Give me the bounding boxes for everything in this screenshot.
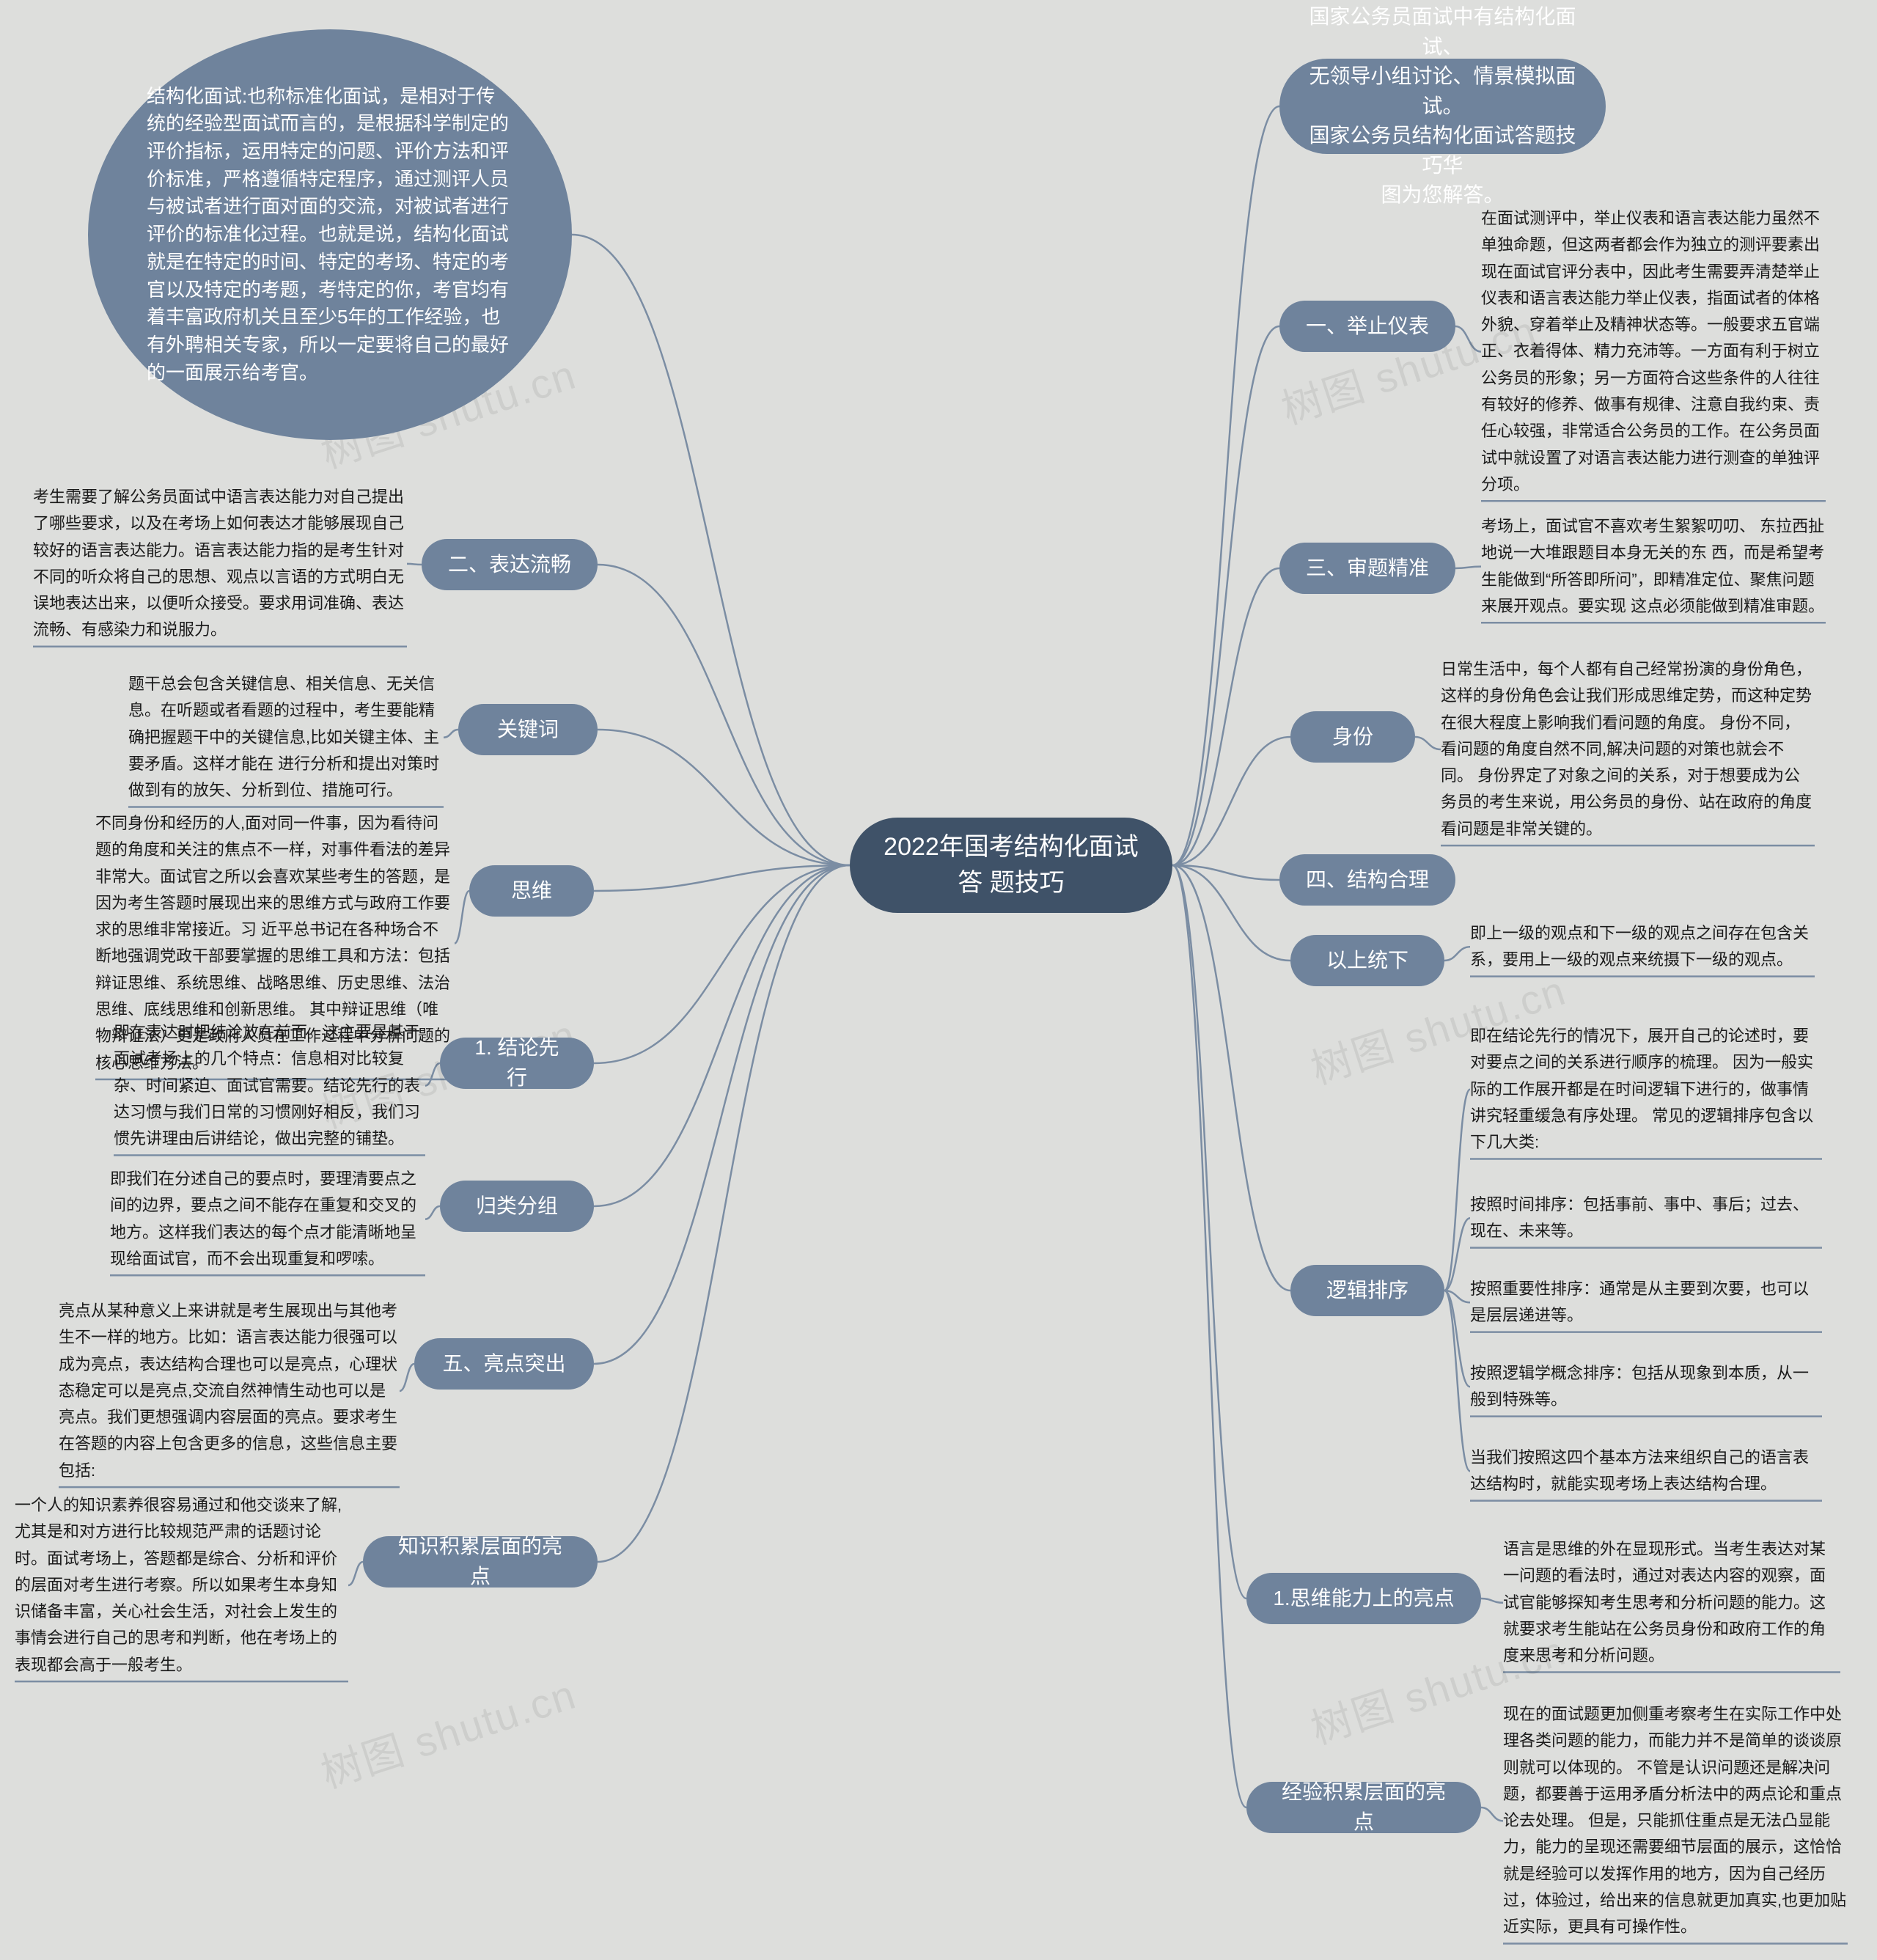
b-luoji-leaf-0: 即在结论先行的情况下，展开自己的论述时，要对要点之间的关系进行顺序的梳理。 因为… [1470,1023,1822,1156]
b-luoji-leaf-2: 按照重要性排序：通常是从主要到次要，也可以是层层递进等。 [1470,1276,1822,1329]
b-liucang: 二、表达流畅 [422,539,598,590]
b-siweinengli: 1.思维能力上的亮点 [1246,1573,1481,1624]
b-zhishi: 知识积累层面的亮点 [363,1536,598,1588]
b-siwei: 思维 [469,865,594,917]
b-guanjianci: 关键词 [458,704,598,755]
b-siweinengli-leaf: 语言是思维的外在显现形式。当考生表达对某一问题的看法时，通过对表达内容的观察，面… [1503,1536,1840,1669]
b-yishang-leaf: 即上一级的观点和下一级的观点之间存在包含关系，要用上一级的观点来统摄下一级的观点… [1470,920,1815,974]
b-luoji-leaf-1: 按照时间排序：包括事前、事中、事后；过去、现在、未来等。 [1470,1192,1822,1245]
b-jingyan: 经验积累层面的亮点 [1246,1782,1481,1833]
b-jielun: 1. 结论先行 [440,1038,594,1089]
b-yibiao-leaf: 在面试测评中，举止仪表和语言表达能力虽然不单独命题，但这两者都会作为独立的测评要… [1481,205,1826,498]
b-jielun-leaf: 即在表达时把结论放在前面。这主要是基于面试考场上的几个特点：信息相对比较复杂、时… [114,1019,425,1152]
b-luoji-leaf-4: 当我们按照这四个基本方法来组织自己的语言表达结构时，就能实现考场上表达结构合理。 [1470,1445,1822,1498]
b-zhishi-leaf: 一个人的知识素养很容易通过和他交谈来了解,尤其是和对方进行比较规范严肃的话题讨论… [15,1492,348,1678]
b-shenti-leaf: 考场上，面试官不喜欢考生絮絮叨叨、 东拉西扯地说一大堆跟题目本身无关的东 西，而… [1481,513,1826,620]
b-luoji-leaf-3: 按照逻辑学概念排序：包括从现象到本质，从一般到特殊等。 [1470,1360,1822,1414]
b-liangdian: 五、亮点突出 [414,1338,594,1390]
b-guanjianci-leaf: 题干总会包含关键信息、相关信息、无关信息。在听题或者看题的过程中，考生要能精确把… [128,671,444,804]
b-intro: 国家公务员面试中有结构化面试、 无领导小组讨论、情景模拟面试。 国家公务员结构化… [1279,59,1606,154]
b-jingyan-leaf: 现在的面试题更加侧重考察考生在实际工作中处理各类问题的能力，而能力并不是简单的谈… [1503,1701,1848,1941]
b-yibiao: 一、举止仪表 [1279,301,1455,352]
mindmap-canvas: 树图 shutu.cn树图 shutu.cn树图 shutu.cn树图 shut… [0,0,1877,1960]
b-liucang-leaf: 考生需要了解公务员面试中语言表达能力对自己提出了哪些要求，以及在考场上如何表达才… [33,484,407,644]
b-luoji: 逻辑排序 [1290,1265,1444,1316]
b-guilei-leaf: 即我们在分述自己的要点时，要理清要点之间的边界，要点之间不能存在重复和交叉的地方… [110,1166,425,1272]
b-shenti: 三、审题精准 [1279,543,1455,594]
b-yishang: 以上统下 [1290,935,1444,986]
b-jiegou: 四、结构合理 [1279,854,1455,906]
big-ellipse: 结构化面试:也称标准化面试，是相对于传统的经验型面试而言的，是根据科学制定的评价… [88,29,572,440]
b-liangdian-leaf: 亮点从某种意义上来讲就是考生展现出与其他考生不一样的地方。比如：语言表达能力很强… [59,1298,400,1484]
b-guilei: 归类分组 [440,1181,594,1232]
center-topic: 2022年国考结构化面试答 题技巧 [850,818,1172,913]
b-shenfen: 身份 [1290,711,1415,763]
b-shenfen-leaf: 日常生活中，每个人都有自己经常扮演的身份角色，这样的身份角色会让我们形成思维定势… [1441,656,1815,843]
